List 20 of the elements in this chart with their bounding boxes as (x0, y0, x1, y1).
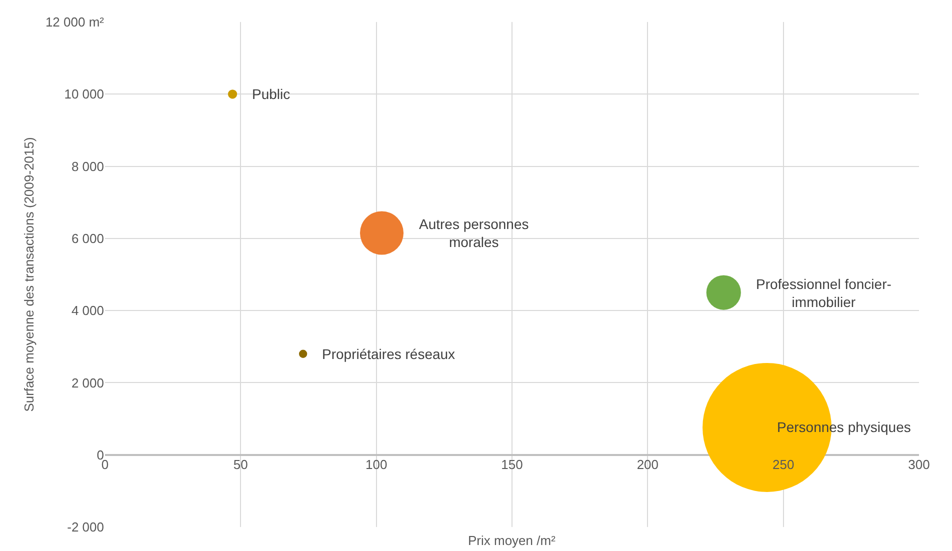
series-label: Public (252, 86, 290, 102)
x-tick-label: 150 (501, 456, 523, 472)
series-label: Autres personnes morales (419, 216, 529, 250)
y-tick-label: -2 000 (67, 520, 104, 535)
y-tick-label: 0 (96, 447, 104, 462)
y-tick-label: 8 000 (71, 158, 104, 174)
y-tick-label: 10 000 (64, 86, 104, 102)
x-tick-label: 300 (908, 456, 930, 472)
y-tick-label: 6 000 (71, 230, 104, 246)
y-tick-label: 2 000 (71, 375, 104, 390)
x-tick-label: 100 (365, 456, 388, 472)
series-label: Propriétaires réseaux (322, 346, 456, 362)
x-tick-label: 50 (233, 456, 248, 472)
x-axis-title: Prix moyen /m² (468, 533, 556, 548)
y-tick-label: 12 000 m² (45, 14, 105, 30)
y-tick-label: 4 000 (71, 303, 104, 318)
y-axis-title: Surface moyenne des transactions (2009-2015) (21, 137, 36, 412)
series-label: Professionnel foncier- immobilier (756, 276, 892, 310)
x-tick-label: 250 (772, 456, 794, 472)
x-tick-label: 200 (636, 456, 659, 472)
